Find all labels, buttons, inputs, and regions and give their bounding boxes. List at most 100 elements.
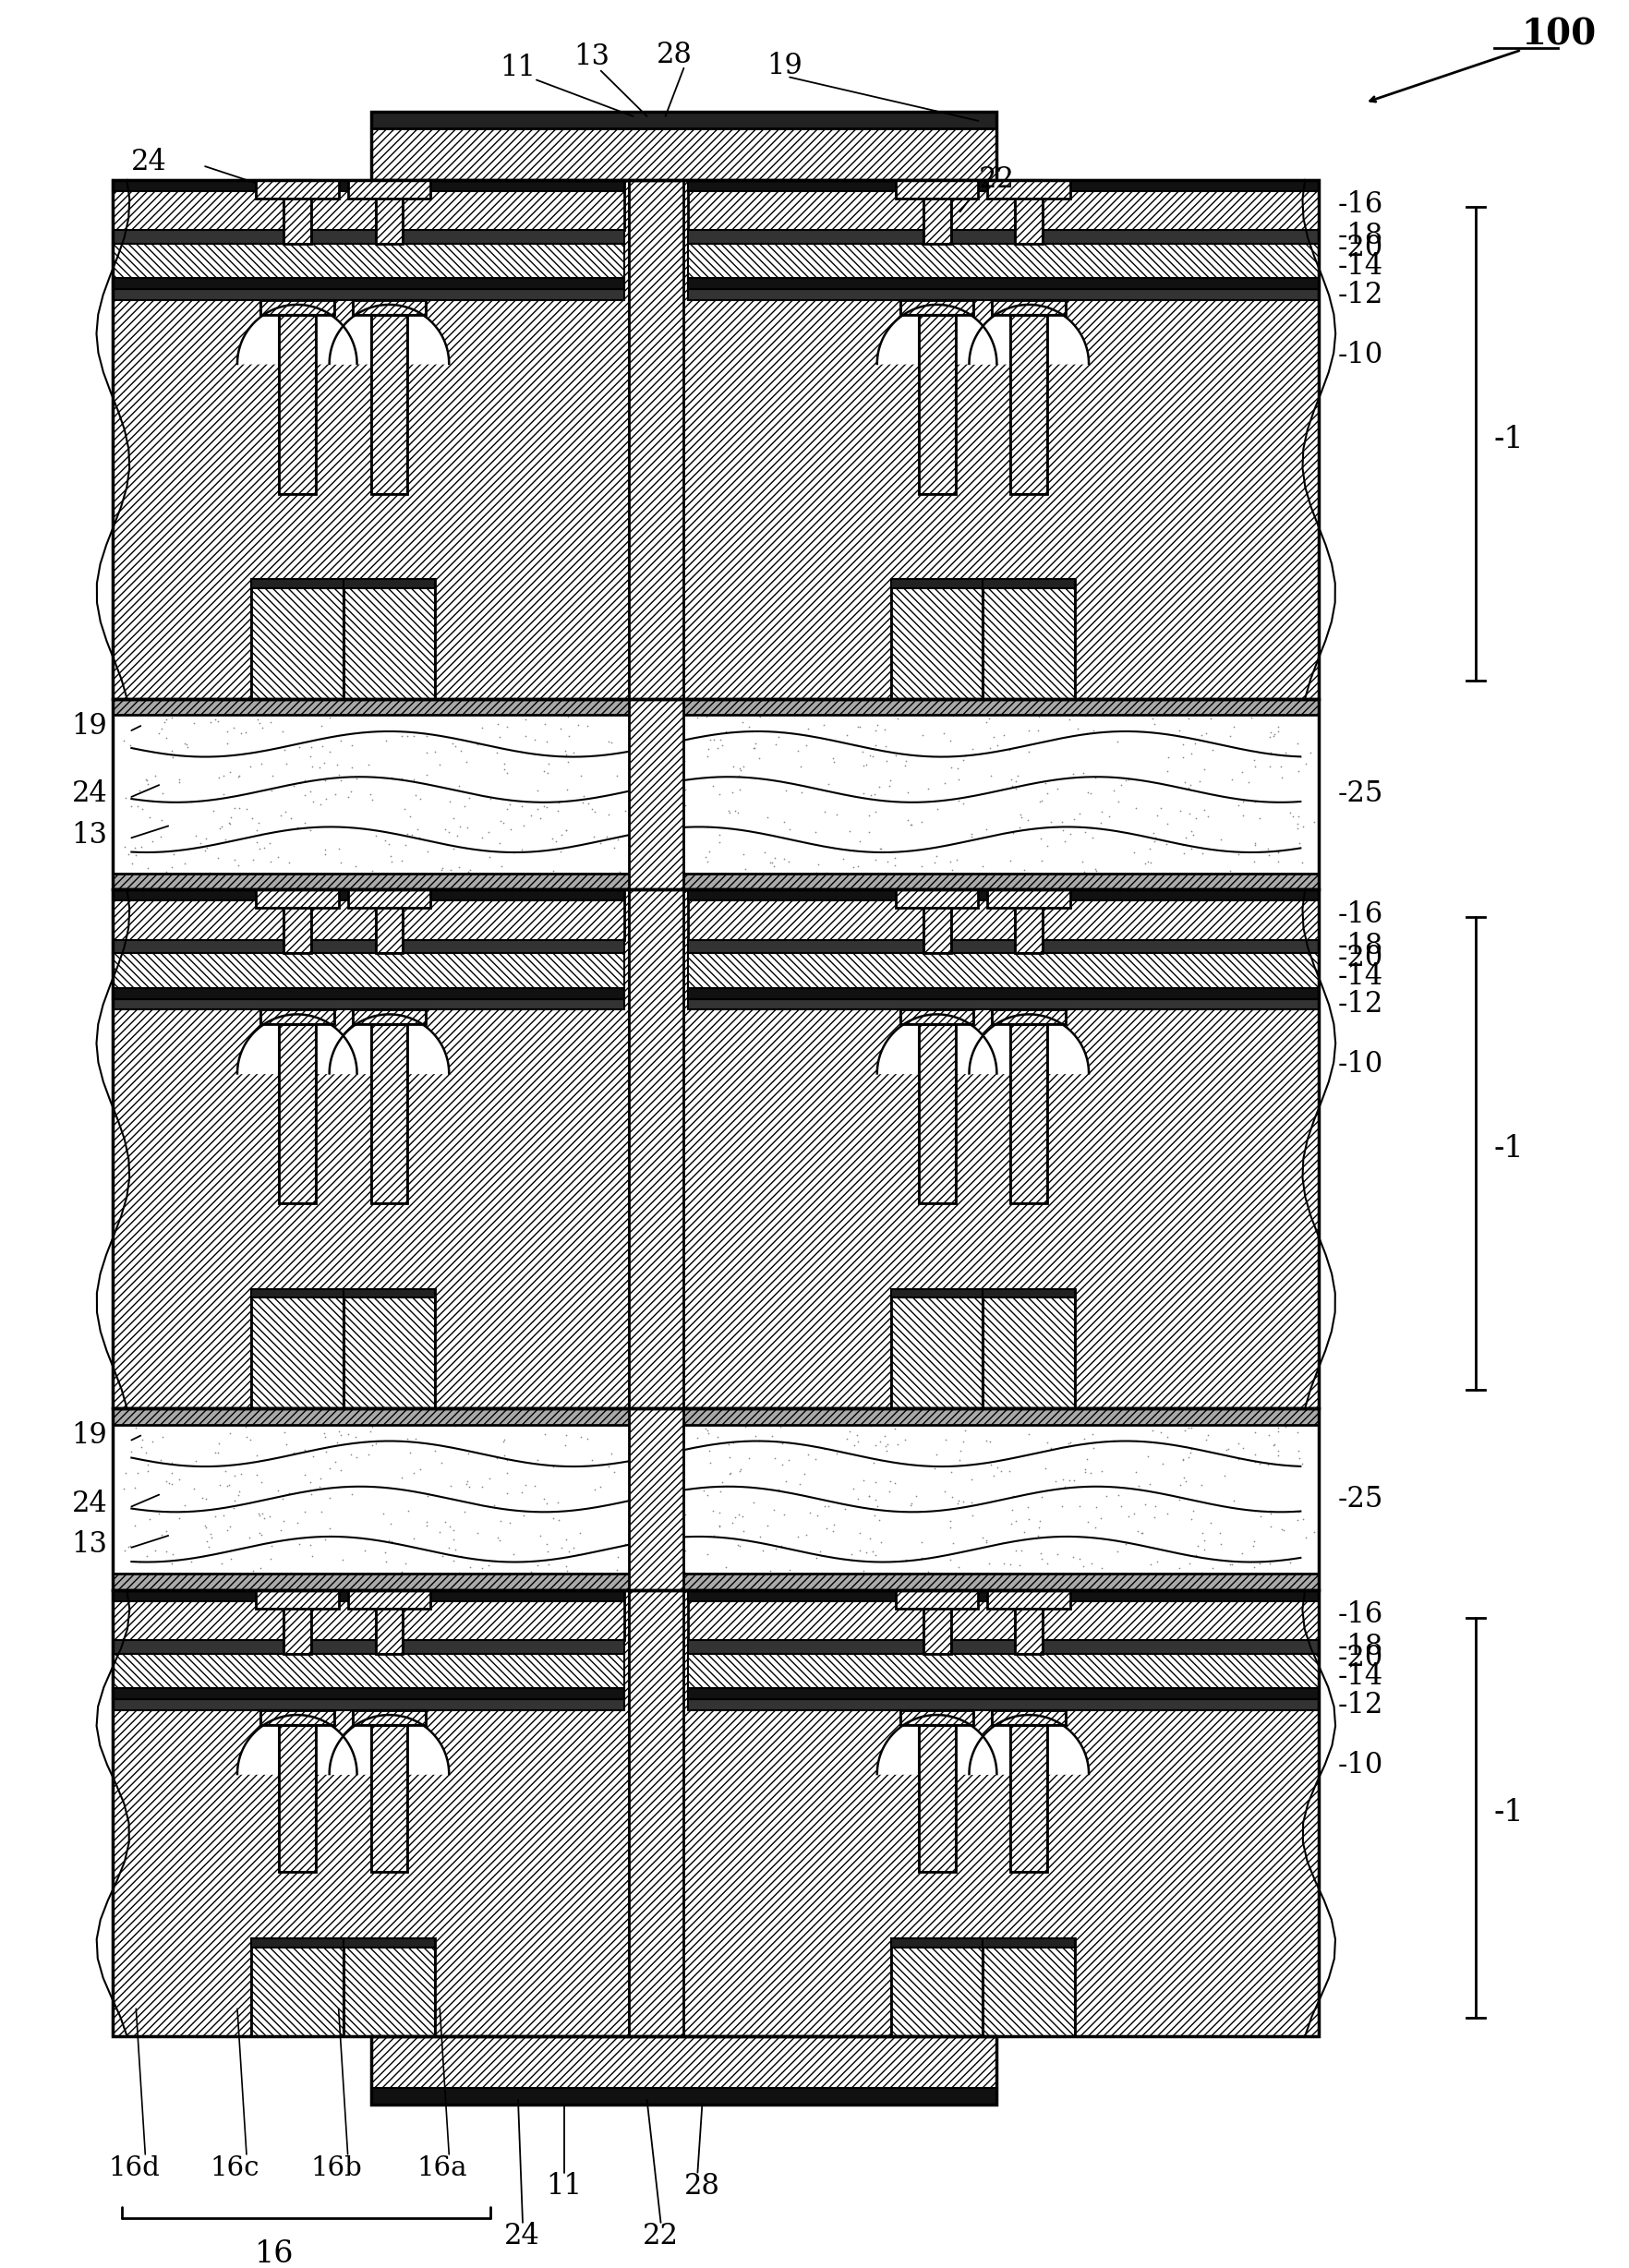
Point	[648, 737, 674, 773]
Point	[790, 1456, 816, 1492]
Point	[498, 812, 525, 848]
Point	[1256, 1545, 1282, 1581]
Point	[378, 1506, 404, 1542]
Point	[945, 782, 971, 819]
Point	[222, 789, 248, 826]
Point	[160, 1556, 186, 1592]
Point	[324, 1424, 350, 1461]
Point	[552, 733, 578, 769]
Point	[694, 1413, 720, 1449]
Point	[976, 1545, 1002, 1581]
Point	[950, 742, 976, 778]
Point	[454, 810, 481, 846]
Point	[973, 1422, 999, 1458]
Point	[552, 812, 578, 848]
Bar	[687, 243, 1318, 288]
Point	[1289, 1501, 1315, 1538]
Point	[243, 1456, 269, 1492]
Point	[513, 1467, 539, 1504]
Bar	[112, 288, 624, 299]
Point	[244, 1558, 270, 1594]
Point	[872, 710, 898, 746]
Bar	[899, 299, 973, 315]
Point	[730, 748, 756, 785]
Bar	[112, 1699, 624, 1710]
Point	[1012, 1513, 1038, 1549]
Bar	[344, 578, 435, 699]
Point	[248, 1517, 274, 1554]
Point	[406, 819, 432, 855]
Point	[1210, 1458, 1236, 1495]
Point	[1044, 1535, 1070, 1572]
Point	[1096, 1560, 1122, 1597]
Point	[205, 860, 231, 896]
Text: -14: -14	[1337, 252, 1381, 281]
Point	[189, 828, 215, 864]
Point	[158, 1445, 184, 1481]
Point	[1065, 1488, 1091, 1524]
Text: 16b: 16b	[311, 2155, 362, 2182]
Point	[518, 798, 544, 835]
Point	[1300, 1513, 1326, 1549]
Point	[995, 1454, 1021, 1490]
Point	[692, 1411, 718, 1447]
Point	[1015, 1415, 1041, 1452]
Point	[1197, 1504, 1223, 1540]
Point	[259, 1402, 285, 1438]
Polygon shape	[238, 1715, 357, 1774]
Point	[814, 767, 841, 803]
Point	[272, 1558, 298, 1594]
Point	[567, 855, 593, 891]
Point	[862, 841, 888, 878]
Point	[404, 1399, 430, 1436]
Point	[1170, 1458, 1196, 1495]
Point	[552, 1522, 578, 1558]
Point	[751, 1404, 777, 1440]
Point	[438, 850, 464, 887]
Bar	[1010, 1726, 1047, 1871]
Point	[533, 789, 559, 826]
Point	[784, 733, 810, 769]
Point	[653, 773, 679, 810]
Point	[806, 689, 832, 726]
Point	[435, 1529, 461, 1565]
Point	[490, 1424, 516, 1461]
Bar	[112, 1590, 629, 2037]
Point	[446, 1560, 472, 1597]
Point	[937, 1504, 963, 1540]
Point	[696, 1433, 722, 1470]
Point	[849, 1565, 875, 1601]
Point	[1256, 1508, 1282, 1545]
Point	[209, 810, 235, 846]
Point	[213, 1513, 239, 1549]
Bar	[251, 578, 344, 699]
Point	[665, 1560, 691, 1597]
Point	[1124, 689, 1150, 726]
Point	[862, 794, 888, 830]
Point	[570, 785, 596, 821]
Point	[1129, 1515, 1155, 1551]
Point	[1124, 1467, 1150, 1504]
Point	[256, 1497, 282, 1533]
Bar	[687, 179, 1318, 191]
Text: -20: -20	[1337, 234, 1381, 263]
Point	[1284, 810, 1310, 846]
Point	[959, 730, 986, 767]
Point	[323, 776, 349, 812]
Point	[717, 1440, 743, 1476]
Bar	[1010, 315, 1047, 494]
Point	[1170, 1440, 1196, 1476]
Point	[1170, 726, 1196, 762]
Point	[847, 710, 873, 746]
Point	[904, 862, 930, 898]
Point	[940, 696, 966, 733]
Point	[1212, 687, 1238, 723]
Point	[616, 1504, 642, 1540]
Point	[1277, 794, 1303, 830]
Bar	[992, 299, 1065, 315]
Point	[907, 803, 933, 839]
Point	[930, 1472, 956, 1508]
Bar	[1010, 1025, 1047, 1204]
Point	[1131, 1486, 1157, 1522]
Point	[1043, 696, 1069, 733]
